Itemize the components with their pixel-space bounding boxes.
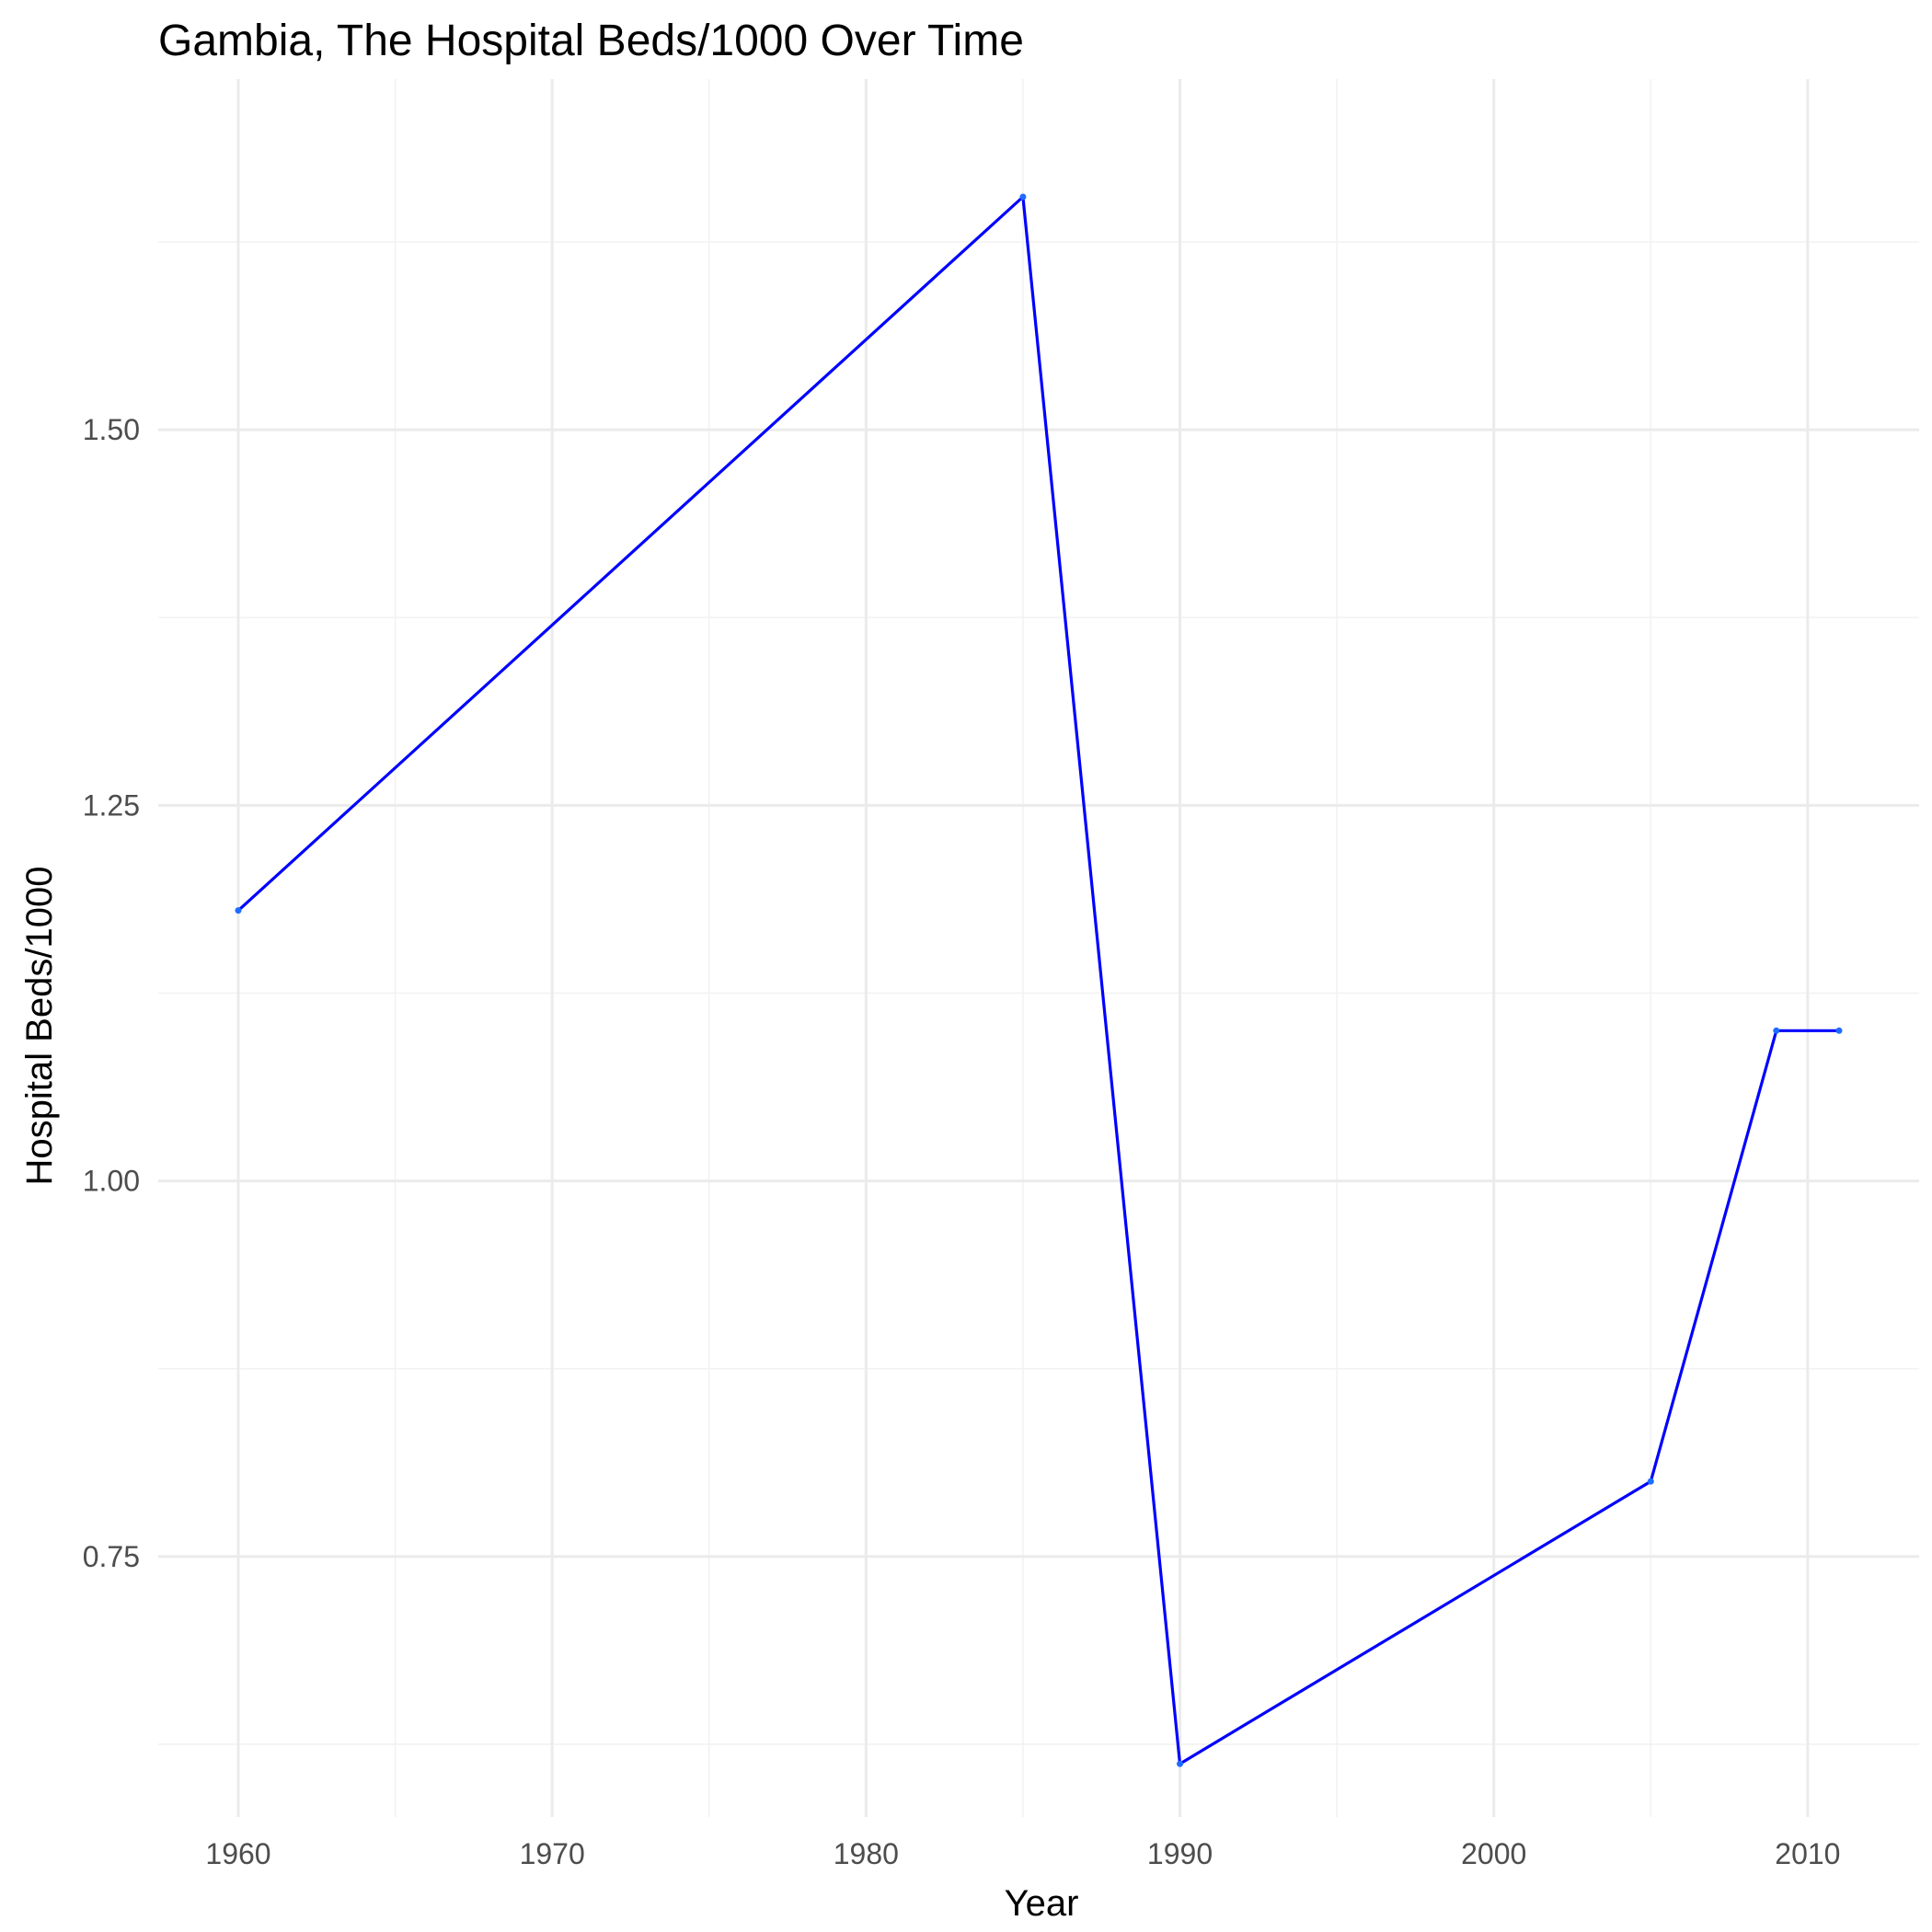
x-tick-label: 1960 bbox=[205, 1837, 270, 1870]
x-tick-label: 2000 bbox=[1461, 1837, 1526, 1870]
y-tick-label: 1.00 bbox=[83, 1165, 140, 1198]
data-point bbox=[235, 907, 242, 914]
data-point bbox=[1835, 1027, 1843, 1034]
minor-gridlines-x bbox=[394, 79, 1652, 1817]
minor-gridlines-y bbox=[158, 241, 1919, 1745]
x-tick-label: 1970 bbox=[520, 1837, 585, 1870]
y-tick-label: 1.25 bbox=[83, 788, 140, 822]
y-tick-label: 0.75 bbox=[83, 1540, 140, 1573]
chart-title: Gambia, The Hospital Beds/1000 Over Time bbox=[158, 17, 1024, 65]
data-point bbox=[1773, 1027, 1780, 1034]
series-layer bbox=[235, 193, 1843, 1767]
x-axis-title: Year bbox=[1005, 1883, 1079, 1924]
x-tick-label: 1980 bbox=[834, 1837, 899, 1870]
x-tick-label: 1990 bbox=[1147, 1837, 1213, 1870]
y-tick-label: 1.50 bbox=[83, 413, 140, 446]
major-gridlines-y bbox=[158, 428, 1919, 1558]
x-axis-tick-labels: 1960 1970 1980 1990 2000 2010 bbox=[205, 1837, 1840, 1870]
data-point bbox=[1177, 1760, 1184, 1767]
x-tick-label: 2010 bbox=[1775, 1837, 1840, 1870]
data-point bbox=[1647, 1478, 1654, 1485]
y-axis-tick-labels: 0.75 1.00 1.25 1.50 bbox=[83, 413, 140, 1573]
series-line bbox=[236, 195, 1839, 1765]
y-axis-title: Hospital Beds/1000 bbox=[19, 867, 60, 1186]
major-gridlines-x bbox=[236, 79, 1810, 1817]
data-point bbox=[1019, 193, 1027, 201]
